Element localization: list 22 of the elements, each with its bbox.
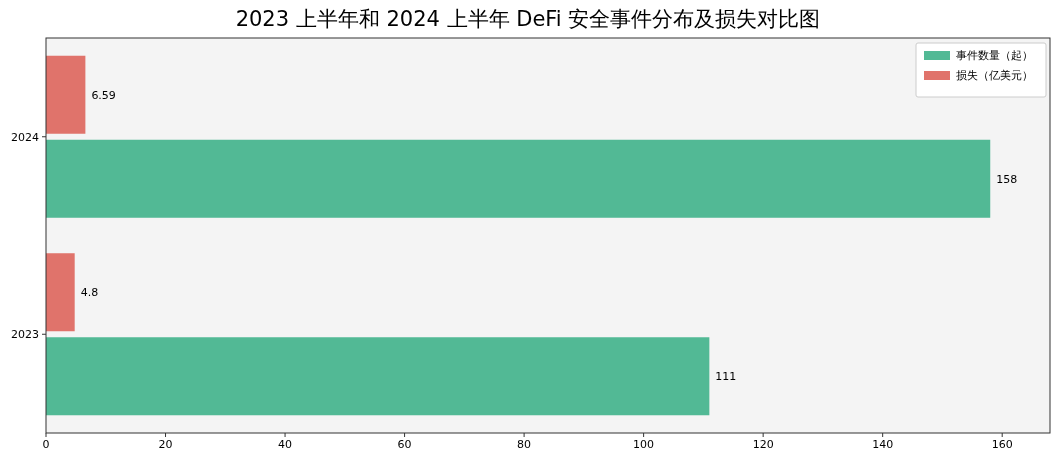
- x-tick-label: 140: [872, 438, 894, 451]
- bar: [46, 253, 75, 332]
- y-tick-label: 2024: [11, 130, 39, 144]
- x-tick-label: 20: [158, 438, 173, 451]
- data-label: 6.59: [91, 88, 116, 102]
- bar: [46, 337, 710, 416]
- data-label: 111: [715, 370, 737, 384]
- x-tick-label: 60: [397, 438, 412, 451]
- legend-label: 损失（亿美元）: [956, 69, 1033, 82]
- bar: [46, 139, 991, 218]
- x-tick-label: 100: [633, 438, 655, 451]
- legend-label: 事件数量（起）: [956, 49, 1033, 62]
- x-tick-label: 160: [991, 438, 1013, 451]
- data-label: 4.8: [80, 286, 99, 300]
- y-tick-label: 2023: [11, 328, 39, 342]
- x-tick-label: 80: [517, 438, 532, 451]
- x-tick-label: 120: [752, 438, 774, 451]
- chart-title: 2023 上半年和 2024 上半年 DeFi 安全事件分布及损失对比图: [235, 7, 821, 31]
- bar: [46, 55, 86, 134]
- data-label: 158: [996, 172, 1018, 186]
- x-tick-label: 0: [42, 438, 50, 451]
- x-tick-label: 40: [278, 438, 293, 451]
